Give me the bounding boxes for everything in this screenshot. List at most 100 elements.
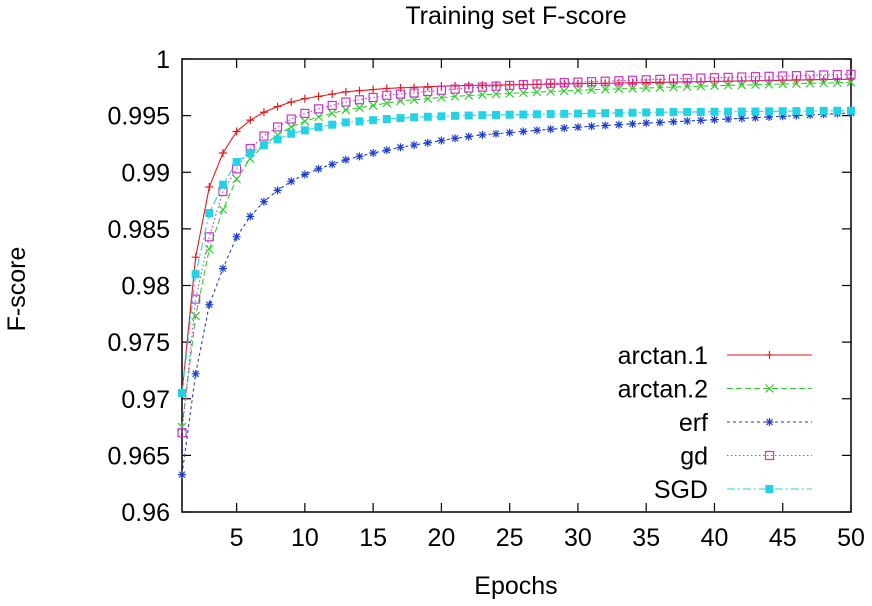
- data-point: [423, 86, 433, 97]
- data-point: [478, 111, 487, 120]
- data-point: [382, 146, 391, 155]
- data-point: [614, 79, 623, 88]
- data-point: [655, 74, 665, 84]
- data-point: [573, 123, 582, 132]
- data-point: [450, 84, 460, 94]
- data-point: [286, 114, 296, 124]
- data-point: [819, 70, 829, 80]
- data-point: [710, 107, 719, 116]
- data-point: [628, 84, 637, 93]
- data-point: [205, 209, 214, 218]
- data-point: [805, 78, 815, 88]
- data-point: [205, 300, 214, 309]
- x-tick-label: 15: [359, 524, 387, 552]
- data-point: [423, 138, 432, 147]
- data-point: [354, 95, 365, 105]
- legend-label: arctan.1: [618, 342, 708, 370]
- data-point: [546, 78, 556, 88]
- data-point: [669, 117, 678, 126]
- data-point: [573, 85, 583, 95]
- data-point: [355, 86, 364, 95]
- data-point: [287, 98, 296, 107]
- axis-ticks: 5 10 15 20 25 30 35 40 45 50 0.96 0.965 0.97 0.975 0.9…: [107, 46, 864, 552]
- data-point: [751, 80, 760, 90]
- data-point: [314, 92, 323, 101]
- data-point: [764, 79, 774, 89]
- data-point: [737, 114, 746, 123]
- plot-frame: [181, 58, 852, 513]
- data-point: [300, 126, 309, 135]
- data-point: [218, 264, 227, 273]
- data-point: [341, 97, 351, 107]
- data-point: [300, 94, 309, 103]
- data-point: [683, 77, 692, 86]
- data-point: [368, 101, 378, 110]
- data-point: [218, 205, 228, 215]
- data-point: [410, 141, 419, 150]
- data-point: [410, 83, 419, 92]
- data-point: [191, 369, 200, 378]
- data-point: [601, 79, 610, 88]
- data-point: [600, 76, 610, 86]
- legend: arctan.1 arctan.2 erf gd SGD: [618, 342, 812, 504]
- data-point: [642, 108, 651, 117]
- data-point: [246, 148, 255, 157]
- data-point: [492, 110, 501, 119]
- data-point: [614, 108, 623, 117]
- data-point: [532, 87, 542, 97]
- data-point: [764, 71, 774, 81]
- data-point: [355, 152, 364, 161]
- data-point: [437, 136, 446, 145]
- data-point: [382, 115, 391, 124]
- data-point: [559, 78, 569, 88]
- data-point: [300, 170, 309, 179]
- data-point: [409, 88, 419, 98]
- data-point: [259, 131, 269, 141]
- data-point: [683, 108, 692, 117]
- data-point: [395, 89, 406, 99]
- data-point: [287, 177, 296, 186]
- data-point: [669, 82, 678, 92]
- data-point: [518, 79, 528, 90]
- data-point: [341, 105, 351, 115]
- data-point: [546, 125, 555, 134]
- data-point: [300, 116, 310, 126]
- data-point: [491, 89, 501, 99]
- data-point: [587, 122, 596, 131]
- data-point: [328, 90, 337, 99]
- data-point: [846, 69, 856, 79]
- data-point: [478, 130, 487, 139]
- legend-label: erf: [679, 409, 708, 437]
- data-point: [327, 100, 337, 111]
- data-point: [682, 73, 692, 84]
- data-point: [614, 84, 624, 94]
- series-erf: [178, 108, 855, 479]
- data-point: [218, 180, 227, 189]
- data-point: [546, 87, 556, 96]
- y-axis-title: F-score: [3, 247, 31, 332]
- data-point: [532, 110, 541, 119]
- data-point: [832, 78, 842, 88]
- data-point: [204, 244, 214, 254]
- data-point: [778, 71, 788, 81]
- data-point: [696, 107, 705, 116]
- data-point: [492, 129, 501, 138]
- data-point: [327, 108, 337, 118]
- data-point: [628, 108, 637, 117]
- data-point: [178, 389, 186, 398]
- data-point: [451, 111, 460, 120]
- data-point: [368, 92, 378, 103]
- data-point: [273, 186, 282, 195]
- data-point: [655, 78, 664, 87]
- series-line: [181, 112, 852, 475]
- data-point: [668, 74, 679, 84]
- legend-label: SGD: [654, 476, 708, 504]
- data-point: [560, 109, 569, 118]
- x-tick-label: 40: [701, 524, 729, 552]
- data-point: [328, 120, 337, 129]
- series-line: [181, 110, 852, 394]
- data-point: [369, 85, 378, 94]
- data-point: [246, 116, 255, 125]
- data-point: [601, 109, 610, 118]
